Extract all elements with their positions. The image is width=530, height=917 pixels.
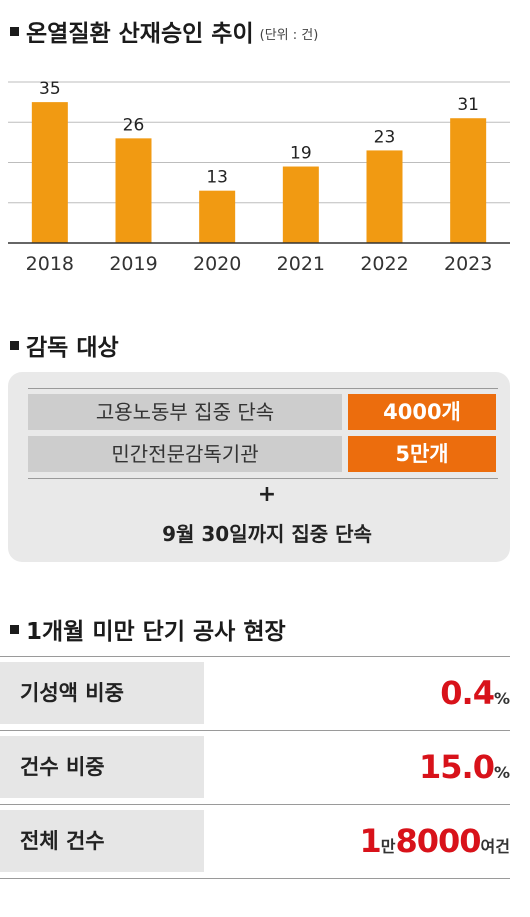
chart-section-title: 온열질환 산재승인 추이 (단위 : 건) [10, 14, 318, 48]
x-tick-label: 2019 [109, 253, 157, 275]
bar-value-label: 23 [374, 127, 396, 147]
bar [31, 102, 68, 243]
inspection-row: 민간전문감독기관 5만개 [28, 436, 498, 472]
x-tick-label: 2023 [444, 253, 492, 275]
bar [199, 190, 236, 243]
stat-number: 0.4 [440, 674, 495, 712]
divider [28, 388, 498, 389]
bar-value-label: 35 [39, 79, 61, 99]
divider [0, 878, 510, 879]
short-term-section-title: 1개월 미만 단기 공사 현장 [10, 612, 286, 646]
stat-number: 8000 [395, 822, 481, 860]
inspection-row-label: 민간전문감독기관 [28, 436, 342, 472]
bar-value-label: 13 [206, 168, 228, 188]
chart-unit: (단위 : 건) [259, 27, 319, 43]
bar-value-label: 19 [290, 144, 312, 164]
bullet-square-icon [10, 624, 19, 634]
x-tick-label: 2020 [193, 253, 241, 275]
plus-sign: + [257, 482, 277, 507]
divider [28, 478, 498, 479]
stat-unit: % [493, 689, 510, 708]
x-tick-label: 2022 [360, 253, 408, 275]
stat-unit: 여건 [480, 837, 510, 856]
stat-number: 15.0 [419, 748, 495, 786]
short-term-title: 1개월 미만 단기 공사 현장 [26, 619, 286, 645]
stat-value: 15.0% [419, 736, 510, 798]
divider [0, 730, 510, 731]
bar-value-label: 26 [123, 115, 145, 135]
stat-value: 1만8000여건 [359, 810, 510, 872]
bar [366, 150, 403, 243]
chart-title: 온열질환 산재승인 추이 [26, 21, 254, 47]
inspection-note: 9월 30일까지 집중 단속 [162, 522, 372, 546]
bar [115, 138, 152, 243]
inspection-row-value: 4000개 [348, 394, 496, 430]
stat-label: 전체 건수 [0, 810, 204, 872]
inspection-panel: 고용노동부 집중 단속 4000개 민간전문감독기관 5만개 + 9월 30일까… [8, 372, 510, 562]
x-tick-label: 2021 [277, 253, 325, 275]
stat-number: 1 [359, 822, 381, 860]
bar-value-label: 31 [457, 95, 479, 115]
stat-value: 0.4% [440, 662, 510, 724]
stat-label: 건수 비중 [0, 736, 204, 798]
inspection-section-title: 감독 대상 [10, 328, 119, 362]
stat-unit: 만 [380, 837, 396, 856]
bullet-square-icon [10, 340, 19, 350]
divider [0, 804, 510, 805]
bar-chart: 35 2018 26 2019 13 2020 19 2021 23 2022 31 2023 [8, 79, 510, 275]
bullet-square-icon [10, 26, 19, 36]
inspection-title: 감독 대상 [26, 335, 119, 361]
x-tick-label: 2018 [26, 253, 74, 275]
bar [450, 118, 487, 243]
inspection-row-label: 고용노동부 집중 단속 [28, 394, 342, 430]
stat-label: 기성액 비중 [0, 662, 204, 724]
stat-unit: % [493, 763, 510, 782]
bar [282, 166, 319, 243]
inspection-row-value: 5만개 [348, 436, 496, 472]
inspection-row: 고용노동부 집중 단속 4000개 [28, 394, 498, 430]
divider [0, 656, 510, 657]
